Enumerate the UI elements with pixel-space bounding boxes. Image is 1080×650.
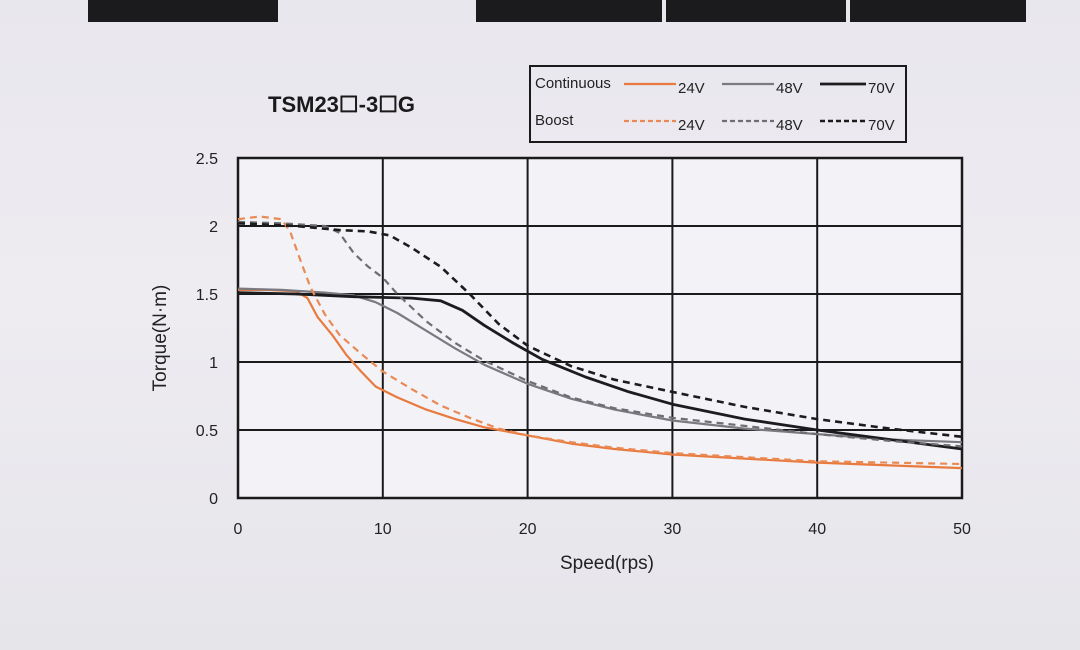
y-tick-label: 0 xyxy=(209,491,218,508)
y-tick-label: 2.5 xyxy=(196,151,218,168)
x-tick-label: 40 xyxy=(808,521,826,538)
y-tick-label: 2 xyxy=(209,219,218,236)
series-line-cont_48 xyxy=(237,287,963,444)
legend-box xyxy=(529,65,907,143)
grid xyxy=(236,156,964,500)
series-line-cont_70 xyxy=(237,291,963,451)
legend-row-label: Boost xyxy=(535,112,574,129)
top-bar-segment xyxy=(476,0,662,22)
y-tick-labels: 0 0.5 1 1.5 2 2.5 xyxy=(196,151,218,508)
chart-title: TSM23☐-3☐G xyxy=(268,92,415,117)
legend-row-label: Continuous xyxy=(535,75,611,92)
series-line-cont_24 xyxy=(238,288,963,470)
top-bar-segment xyxy=(850,0,1026,22)
x-axis-label: Speed(rps) xyxy=(560,553,654,574)
y-tick-label: 0.5 xyxy=(196,423,218,440)
legend-entry-label: 48V xyxy=(776,117,803,134)
legend-entry-label: 70V xyxy=(868,80,895,97)
series-group xyxy=(237,215,963,470)
legend: Continuous 24V 48V 70V Boost 24V 48V 70V xyxy=(529,65,907,143)
series-line-boost_48 xyxy=(237,220,963,448)
legend-entry-label: 48V xyxy=(776,80,803,97)
series-line-boost_24 xyxy=(237,215,963,466)
top-bar-segment xyxy=(666,0,846,22)
x-tick-labels: 0 10 20 30 40 50 xyxy=(234,521,971,538)
legend-entry-label: 24V xyxy=(678,80,705,97)
legend-entry-label: 24V xyxy=(678,117,705,134)
legend-entry-label: 70V xyxy=(868,117,895,134)
top-bar-segment xyxy=(88,0,278,22)
y-tick-label: 1.5 xyxy=(196,287,218,304)
x-tick-label: 50 xyxy=(953,521,971,538)
y-axis-label: Torque(N·m) xyxy=(150,285,171,392)
plot-area xyxy=(236,156,964,500)
y-tick-label: 1 xyxy=(209,355,218,372)
x-tick-label: 10 xyxy=(374,521,392,538)
top-dark-bar xyxy=(0,0,1080,24)
x-tick-label: 0 xyxy=(234,521,243,538)
x-tick-label: 30 xyxy=(664,521,682,538)
legend-entries: Continuous 24V 48V 70V Boost 24V 48V 70V xyxy=(535,75,895,134)
x-tick-label: 20 xyxy=(519,521,537,538)
series-line-boost_70 xyxy=(237,222,963,439)
